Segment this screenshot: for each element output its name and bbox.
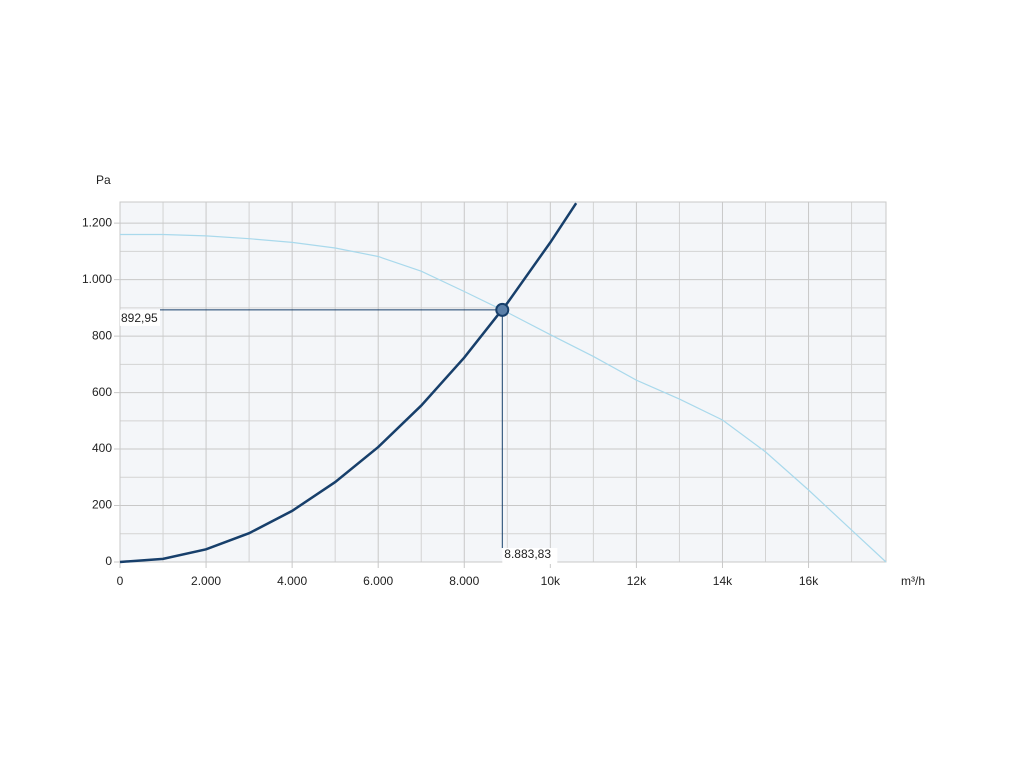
label-box: [502, 548, 558, 564]
y-tick-label: 1.000: [82, 272, 112, 286]
y-tick-label: 600: [92, 385, 112, 399]
plot-area: [120, 202, 886, 562]
x-tick-label: 12k: [627, 574, 647, 588]
y-tick-label: 800: [92, 328, 112, 342]
x-axis-label: m³/h: [901, 574, 925, 588]
x-tick-label: 14k: [713, 574, 733, 588]
x-tick-label: 0: [117, 574, 124, 588]
x-tick-label: 2.000: [191, 574, 221, 588]
y-tick-label: 200: [92, 498, 112, 512]
label-box: [120, 309, 160, 326]
y-tick-label: 0: [105, 554, 112, 568]
curve: [119, 202, 578, 564]
operating-y-label: 892,95: [121, 311, 158, 325]
operating-point: [495, 302, 510, 317]
y-tick-label: 400: [92, 441, 112, 455]
y-axis-label: Pa: [96, 173, 111, 187]
x-tick-label: 8.000: [449, 574, 479, 588]
x-tick-label: 4.000: [277, 574, 307, 588]
operating-x-label: 8.883,83: [504, 547, 551, 561]
x-tick-label: 6.000: [363, 574, 393, 588]
x-tick-label: 16k: [799, 574, 819, 588]
x-tick-label: 10k: [541, 574, 561, 588]
y-tick-label: 1.200: [82, 215, 112, 229]
